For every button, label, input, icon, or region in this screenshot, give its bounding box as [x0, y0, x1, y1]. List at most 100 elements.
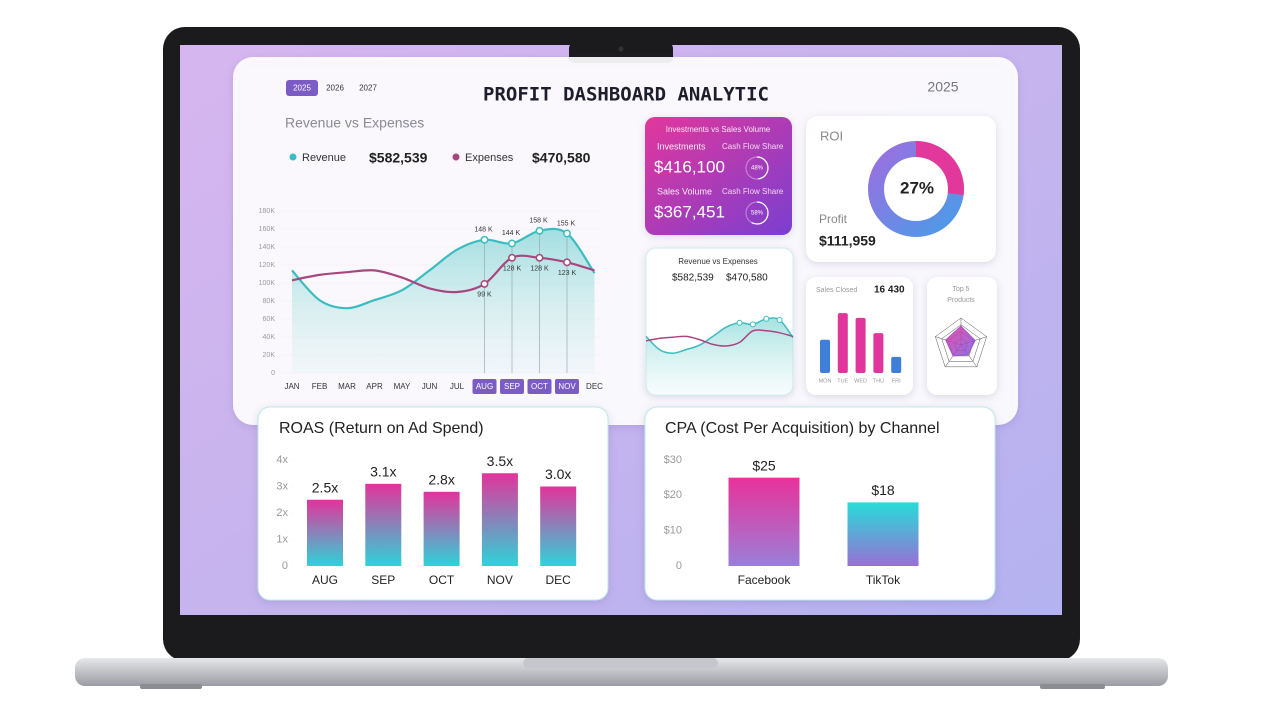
- card-title: Investments vs Sales Volume: [666, 125, 771, 134]
- share-label: 48%: [751, 166, 764, 172]
- x-tick-label: AUG: [476, 382, 493, 391]
- legend-label: Revenue: [302, 152, 346, 164]
- y-tick-label: 0: [676, 560, 682, 572]
- card-title: Revenue vs Expenses: [678, 257, 758, 266]
- mini-total: $582,539: [672, 273, 714, 284]
- y-tick-label: $30: [664, 454, 682, 466]
- row-amount: $416,100: [654, 157, 725, 176]
- bar: [481, 473, 518, 566]
- roi-card: [806, 116, 996, 262]
- y-tick-label: 0: [282, 560, 288, 572]
- bar: [307, 499, 343, 566]
- year-tab[interactable]: 2025: [293, 84, 311, 93]
- mini-point: [736, 319, 743, 326]
- mini-point: [749, 321, 756, 328]
- x-tick-label: APR: [366, 382, 383, 391]
- y-tick-label: 0: [271, 370, 275, 377]
- row-amount: $367,451: [654, 202, 725, 221]
- radar-ring: [941, 324, 981, 362]
- x-tick-label: WED: [854, 378, 867, 384]
- legend-total: $470,580: [532, 150, 591, 166]
- year-tab[interactable]: 2026: [326, 84, 344, 93]
- mini-point: [763, 315, 770, 322]
- x-tick-label: TUE: [837, 378, 848, 384]
- x-tick-label: DEC: [546, 573, 572, 587]
- x-tick-label: NOV: [487, 573, 513, 587]
- data-label: 2.8x: [428, 472, 454, 488]
- x-tick-label: THU: [873, 378, 884, 384]
- laptop-base: [75, 658, 1168, 686]
- row-label: Investments: [657, 141, 706, 151]
- x-tick-label: MAR: [338, 382, 356, 391]
- x-tick-label: SEP: [371, 573, 395, 587]
- x-tick-label: MAY: [394, 382, 411, 391]
- point: [535, 253, 544, 262]
- x-tick-label: OCT: [429, 573, 455, 587]
- year-tab[interactable]: 2027: [359, 84, 377, 93]
- x-tick-label: FEB: [312, 382, 328, 391]
- x-tick-label: MON: [819, 378, 832, 384]
- legend-dot: [452, 153, 460, 161]
- share-label: 58%: [751, 211, 764, 217]
- bar: [847, 502, 919, 566]
- y-tick-label: $20: [664, 489, 682, 501]
- year-tab-active[interactable]: [286, 80, 318, 96]
- data-label: 128 K: [503, 266, 522, 273]
- y-tick-label: 160K: [259, 226, 276, 233]
- x-tick-label: NOV: [558, 382, 576, 391]
- donut-label: 27%: [900, 178, 934, 197]
- data-label: 2.5x: [312, 479, 338, 495]
- card-total: 16 430: [874, 285, 905, 296]
- point: [508, 239, 516, 248]
- y-tick-label: 180K: [259, 208, 276, 215]
- x-tick-label: FRI: [892, 378, 901, 384]
- legend-label: Expenses: [465, 152, 514, 164]
- profit-label: Profit: [819, 212, 848, 226]
- bar: [820, 339, 830, 373]
- profit-value: $111,959: [819, 233, 876, 249]
- x-tick-label: OCT: [531, 382, 548, 391]
- y-tick-label: 1x: [276, 533, 288, 545]
- y-tick-label: 120K: [259, 262, 276, 269]
- x-tick-label: DEC: [586, 382, 603, 391]
- data-label: $25: [752, 457, 776, 473]
- y-tick-label: 100K: [259, 280, 276, 287]
- data-label: 3.5x: [487, 453, 513, 469]
- point: [480, 279, 489, 288]
- month-highlight: [472, 379, 497, 394]
- mini-area: [646, 317, 793, 394]
- month-highlight: [555, 379, 579, 394]
- data-label: 123 K: [558, 270, 577, 277]
- legend-total: $582,539: [369, 150, 428, 166]
- y-tick-label: 20K: [263, 352, 276, 359]
- data-label: 155 K: [557, 220, 576, 227]
- y-tick-label: 80K: [263, 298, 276, 305]
- mini-point: [776, 317, 783, 323]
- share-arc: [745, 156, 769, 180]
- foot: [1040, 684, 1105, 689]
- y-tick-label: 40K: [263, 334, 276, 341]
- x-tick-label: JAN: [284, 382, 299, 391]
- point: [563, 229, 571, 238]
- chart-title: Revenue vs Expenses: [285, 115, 424, 131]
- row-label: Sales Volume: [657, 186, 712, 196]
- bar: [837, 313, 848, 373]
- card-title: Top 5: [952, 286, 969, 293]
- camera: [618, 46, 624, 52]
- data-label: 148 K: [474, 227, 493, 234]
- row-sub-label: Cash Flow Share: [722, 187, 784, 196]
- data-label: 128 K: [530, 266, 549, 273]
- bar: [873, 333, 884, 373]
- foot: [140, 684, 202, 689]
- y-tick-label: 140K: [259, 244, 276, 251]
- point: [508, 253, 516, 262]
- share-arc: [745, 201, 769, 225]
- donut-segment: [868, 141, 964, 237]
- card-title: Products: [947, 297, 975, 304]
- x-tick-label: JUN: [422, 382, 438, 391]
- bar: [855, 317, 866, 373]
- y-tick-label: 3x: [276, 480, 288, 492]
- investments-card: [645, 117, 792, 235]
